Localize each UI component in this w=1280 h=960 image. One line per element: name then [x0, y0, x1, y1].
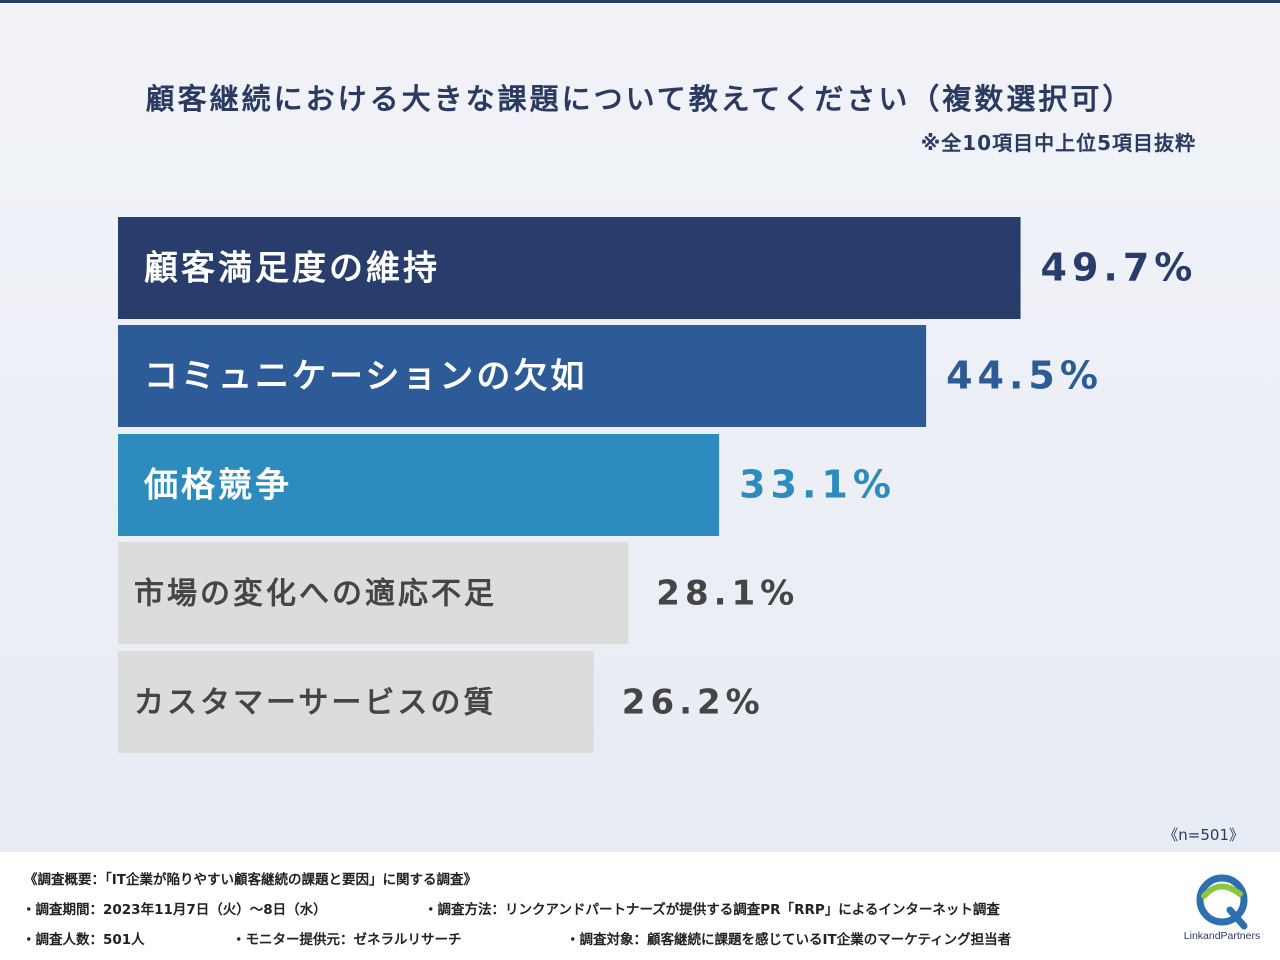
sample-size-label: 《n=501》: [1163, 826, 1244, 844]
logo-text: LinkandPartners: [1183, 930, 1261, 942]
top-border: [0, 0, 1280, 3]
survey-footer: 《調査概要：「IT企業が陥りやすい顧客継続の課題と要因」に関する調査》 ・調査期…: [0, 852, 1280, 960]
survey-overview: 《調査概要：「IT企業が陥りやすい顧客継続の課題と要因」に関する調査》: [24, 872, 477, 888]
chart-subtitle: ※全10項目中上位5項目抜粋: [920, 131, 1196, 155]
bar-value-1: 49.7%: [1041, 246, 1198, 290]
bar-4: [118, 542, 629, 644]
bar-label-5: カスタマーサービスの質: [134, 686, 496, 721]
bar-label-2: コミュニケーションの欠如: [144, 357, 587, 397]
bar-value-2: 44.5%: [946, 354, 1103, 398]
survey-count: ・調査人数：501人: [22, 932, 145, 948]
bar-2: [118, 325, 927, 427]
survey-period: ・調査期間：2023年11月7日（火）〜8日（水）: [22, 902, 327, 918]
bar-value-3: 33.1%: [739, 463, 896, 507]
bar-3: [118, 434, 720, 536]
bar-value-5: 26.2%: [622, 683, 765, 723]
bar-value-4: 28.1%: [656, 574, 799, 614]
survey-method: ・調査方法：リンクアンドパートナーズが提供する調査PR「RRP」によるインターネ…: [424, 902, 1000, 918]
company-logo: LinkandPartners: [1180, 872, 1264, 952]
bar-label-1: 顧客満足度の維持: [144, 249, 440, 289]
survey-target: ・調査対象：顧客継続に課題を感じているIT企業のマーケティング担当者: [566, 932, 1012, 948]
logo-mark-icon: [1196, 874, 1248, 930]
monitor-provider: ・モニター提供元：ゼネラルリサーチ: [232, 932, 462, 948]
bar-5: [118, 651, 594, 753]
chart-title: 顧客継続における大きな課題について教えてください（複数選択可）: [145, 82, 1135, 116]
bar-label-3: 価格競争: [143, 466, 292, 506]
bar-1: [118, 217, 1021, 319]
bar-label-4: 市場の変化への適応不足: [134, 577, 497, 612]
